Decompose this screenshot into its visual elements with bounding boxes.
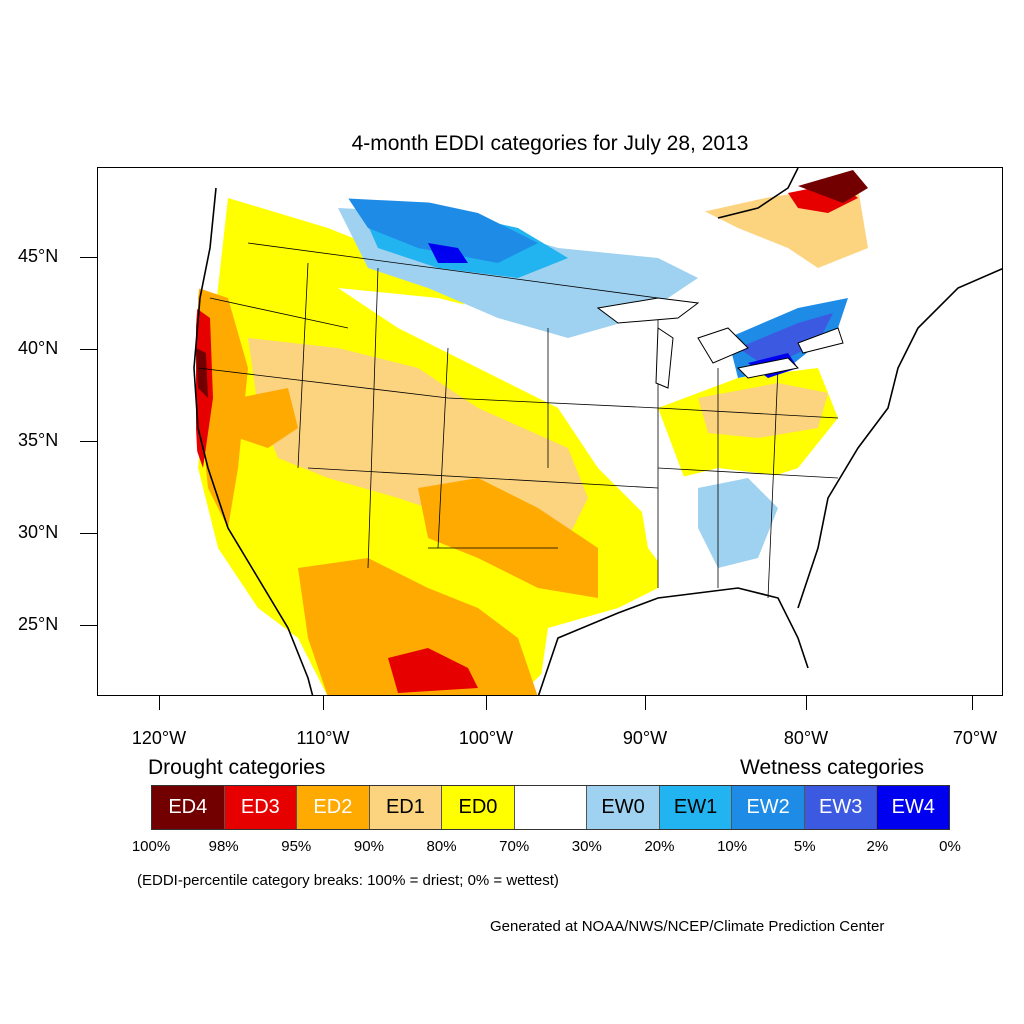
drought-categories-title: Drought categories — [148, 756, 326, 779]
ew4-region-north — [428, 243, 468, 263]
lat-label: 30°N — [18, 522, 59, 542]
ed4-region-coast — [196, 348, 208, 398]
legend-cell-ed4: ED4 — [152, 786, 225, 829]
legend-break-label: 2% — [866, 838, 889, 855]
eddi-map — [98, 168, 1002, 695]
lon-tick — [645, 696, 646, 710]
legend-cell-ed1: ED1 — [369, 786, 443, 829]
gulf-of-mexico — [538, 588, 992, 695]
legend-cell-ew2: EW2 — [732, 786, 805, 829]
ed1-region-east — [698, 383, 828, 438]
legend-break-label: 20% — [644, 838, 675, 855]
legend-cell-ed0: ED0 — [442, 786, 515, 829]
lat-label: 25°N — [18, 614, 59, 634]
legend-break-label: 70% — [499, 838, 530, 855]
canada-area — [218, 168, 798, 228]
lon-label: 80°W — [783, 728, 829, 748]
legend-break-label: 100% — [131, 838, 171, 855]
lon-label: 110°W — [296, 728, 350, 748]
ed3-region-mexico — [388, 648, 478, 693]
ed2-region-great-basin — [238, 388, 298, 448]
lon-tick — [486, 696, 487, 710]
legend-color-bar: ED4 ED3 ED2 ED1 ED0 EW0 EW1 EW2 EW3 EW4 — [151, 785, 950, 830]
neutral-region-north — [338, 288, 688, 528]
lat-tick — [80, 349, 97, 350]
lat-tick — [80, 441, 97, 442]
lat-label: 35°N — [18, 430, 59, 450]
coastline — [193, 168, 1002, 695]
legend-break-label: 80% — [426, 838, 457, 855]
lat-tick — [80, 257, 97, 258]
atlantic-ocean — [798, 268, 1002, 695]
legend-break-label: 0% — [939, 838, 961, 855]
state-boundaries — [197, 242, 839, 599]
category-breaks-note: (EDDI-percentile category breaks: 100% =… — [137, 872, 559, 889]
lat-tick — [80, 625, 97, 626]
lon-label: 100°W — [458, 728, 514, 748]
legend-cell-ew3: EW3 — [804, 786, 878, 829]
ed2-region-south — [298, 558, 538, 695]
legend-cell-ed2: ED2 — [297, 786, 370, 829]
lon-tick — [159, 696, 160, 710]
lat-label: 40°N — [18, 338, 59, 358]
lon-label: 70°W — [952, 728, 998, 748]
ed4-region-northeast — [798, 170, 868, 203]
lon-label: 90°W — [622, 728, 668, 748]
lon-label: 120°W — [131, 728, 187, 748]
legend-break-label: 95% — [281, 838, 312, 855]
ew3-region-great-lakes — [738, 313, 833, 368]
lon-tick — [806, 696, 807, 710]
lat-label: 45°N — [18, 246, 59, 266]
map-title: 4-month EDDI categories for July 28, 201… — [351, 132, 749, 155]
lon-tick — [323, 696, 324, 710]
legend-break-label: 98% — [208, 838, 239, 855]
credit-text: Generated at NOAA/NWS/NCEP/Climate Predi… — [490, 918, 885, 935]
legend-break-label: 5% — [793, 838, 816, 855]
lon-tick — [972, 696, 973, 710]
ed2-region-texas — [418, 478, 598, 598]
legend-cell-ew4: EW4 — [877, 786, 950, 829]
legend-cell-ew0: EW0 — [587, 786, 660, 829]
pacific-ocean — [98, 168, 298, 695]
legend-break-label: 30% — [571, 838, 602, 855]
legend-break-label: 90% — [353, 838, 384, 855]
map-panel — [97, 167, 1003, 696]
legend-cell-ew1: EW1 — [659, 786, 733, 829]
legend-cell-ed3: ED3 — [224, 786, 298, 829]
great-lakes — [596, 297, 844, 389]
legend-break-label: 10% — [717, 838, 748, 855]
wetness-categories-title: Wetness categories — [740, 756, 925, 779]
lat-tick — [80, 533, 97, 534]
legend-cell-neutral — [514, 786, 588, 829]
ew2-region-north — [348, 198, 538, 263]
